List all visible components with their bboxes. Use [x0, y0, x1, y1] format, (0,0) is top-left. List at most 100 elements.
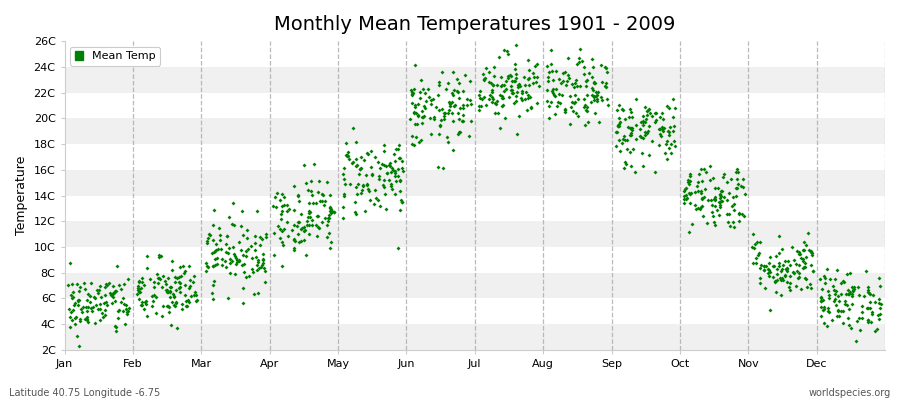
Point: [302, 214, 317, 220]
Point: [662, 104, 676, 111]
Point: [181, 297, 195, 303]
Point: [348, 163, 363, 169]
Point: [479, 64, 493, 71]
Point: [775, 266, 789, 272]
Point: [147, 284, 161, 290]
Point: [456, 104, 471, 111]
Point: [794, 254, 808, 261]
Point: [707, 194, 722, 200]
Point: [804, 248, 818, 255]
Point: [320, 222, 334, 228]
Point: [118, 321, 132, 327]
Point: [487, 73, 501, 80]
Point: [763, 254, 778, 260]
Point: [580, 108, 594, 114]
Point: [590, 96, 604, 102]
Point: [668, 143, 682, 150]
Point: [523, 94, 537, 100]
Point: [591, 119, 606, 125]
Point: [166, 258, 180, 264]
Point: [611, 123, 625, 129]
Point: [78, 304, 93, 311]
Point: [652, 126, 667, 132]
Point: [625, 126, 639, 133]
Point: [340, 152, 355, 158]
Point: [164, 284, 178, 290]
Point: [151, 280, 166, 286]
Point: [753, 262, 768, 268]
Bar: [65, 144, 885, 170]
Point: [446, 147, 461, 154]
Point: [235, 262, 249, 269]
Point: [662, 129, 676, 136]
Point: [566, 100, 580, 106]
Point: [287, 247, 302, 254]
Point: [62, 260, 77, 266]
Point: [791, 262, 806, 268]
Point: [81, 290, 95, 297]
Point: [814, 295, 828, 301]
Point: [798, 242, 813, 248]
Point: [485, 93, 500, 100]
Point: [356, 181, 370, 188]
Point: [154, 253, 168, 259]
Point: [424, 97, 438, 103]
Point: [565, 108, 580, 114]
Point: [578, 122, 592, 129]
Point: [717, 194, 732, 200]
Point: [311, 213, 326, 219]
Point: [356, 186, 370, 193]
Point: [451, 110, 465, 116]
Point: [337, 193, 351, 199]
Point: [575, 58, 590, 64]
Point: [623, 105, 637, 112]
Point: [410, 112, 425, 119]
Point: [343, 181, 357, 187]
Point: [719, 179, 733, 185]
Point: [760, 270, 775, 277]
Point: [176, 270, 191, 276]
Point: [207, 249, 221, 255]
Point: [446, 87, 461, 94]
Point: [318, 198, 332, 204]
Point: [244, 243, 258, 250]
Point: [667, 138, 681, 144]
Point: [683, 191, 698, 197]
Point: [517, 74, 531, 80]
Point: [382, 163, 397, 169]
Point: [442, 99, 456, 106]
Point: [79, 316, 94, 323]
Point: [580, 76, 595, 83]
Point: [407, 86, 421, 92]
Point: [78, 286, 93, 292]
Point: [532, 83, 546, 89]
Point: [451, 131, 465, 137]
Point: [640, 108, 654, 114]
Point: [130, 285, 145, 291]
Point: [790, 248, 805, 254]
Point: [638, 132, 652, 138]
Point: [649, 117, 663, 124]
Point: [634, 150, 649, 156]
Text: Latitude 40.75 Longitude -6.75: Latitude 40.75 Longitude -6.75: [9, 388, 160, 398]
Point: [828, 296, 842, 303]
Point: [446, 68, 461, 75]
Point: [779, 265, 794, 272]
Point: [508, 78, 522, 84]
Point: [297, 236, 311, 243]
Point: [205, 290, 220, 296]
Point: [757, 266, 771, 273]
Point: [99, 281, 113, 288]
Point: [821, 308, 835, 314]
Point: [496, 88, 510, 94]
Point: [108, 288, 122, 294]
Point: [600, 102, 615, 108]
Point: [165, 267, 179, 274]
Point: [372, 175, 386, 182]
Point: [725, 202, 740, 209]
Point: [624, 132, 638, 138]
Point: [484, 80, 499, 86]
Point: [416, 114, 430, 120]
Point: [821, 305, 835, 312]
Point: [648, 168, 662, 175]
